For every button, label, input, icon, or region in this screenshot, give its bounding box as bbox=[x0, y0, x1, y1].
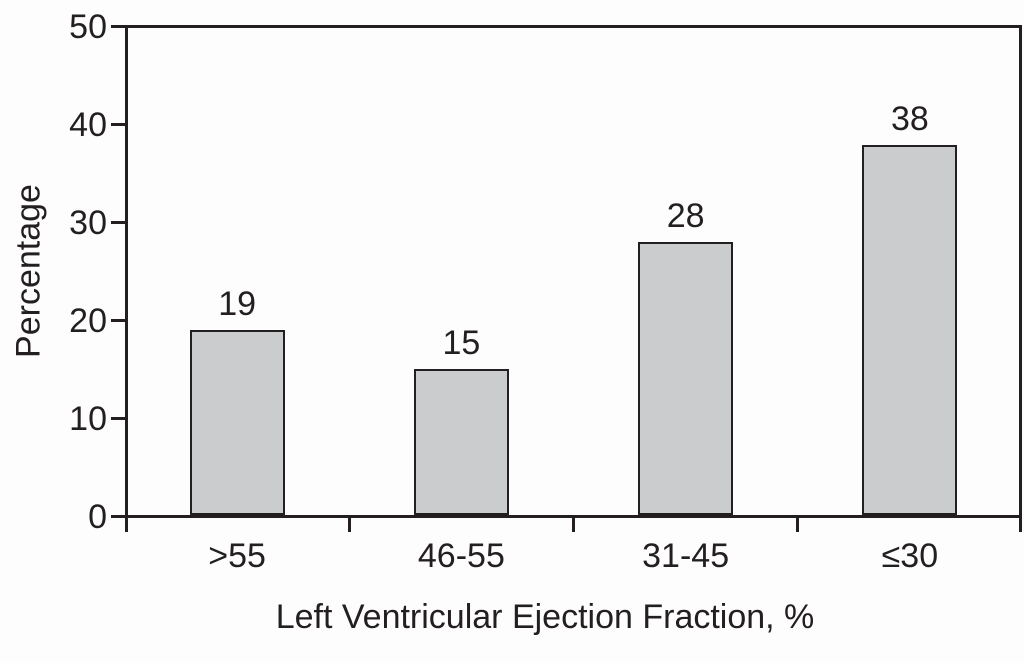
x-tick-label: ≤30 bbox=[881, 537, 939, 575]
bar bbox=[862, 145, 958, 515]
x-tick bbox=[125, 518, 128, 532]
y-tick bbox=[111, 515, 125, 518]
y-tick bbox=[111, 319, 125, 322]
y-tick-label: 30 bbox=[69, 203, 107, 242]
y-tick bbox=[111, 25, 125, 28]
y-tick-label: 40 bbox=[69, 105, 107, 144]
bar-value-label: 38 bbox=[890, 100, 929, 138]
y-tick-label: 10 bbox=[69, 399, 107, 438]
y-tick bbox=[111, 417, 125, 420]
x-tick bbox=[796, 518, 800, 532]
x-tick bbox=[347, 518, 351, 532]
x-tick-label: 46-55 bbox=[417, 537, 505, 575]
x-tick bbox=[572, 518, 575, 532]
y-tick-label: 50 bbox=[69, 7, 107, 46]
y-tick bbox=[111, 123, 125, 126]
x-tick bbox=[1019, 518, 1022, 532]
x-tick-label: 31-45 bbox=[642, 537, 730, 575]
x-axis-title: Left Ventricular Ejection Fraction, % bbox=[275, 598, 815, 636]
bar bbox=[638, 242, 734, 515]
bar-value-label: 28 bbox=[666, 197, 705, 235]
y-tick-label: 20 bbox=[69, 301, 107, 340]
bar bbox=[189, 330, 285, 515]
bar bbox=[413, 369, 509, 515]
y-tick bbox=[111, 221, 125, 224]
bar-value-label: 15 bbox=[442, 324, 481, 362]
y-tick-label: 0 bbox=[88, 497, 107, 536]
x-tick-label: >55 bbox=[208, 537, 266, 575]
bar-value-label: 19 bbox=[218, 285, 257, 323]
